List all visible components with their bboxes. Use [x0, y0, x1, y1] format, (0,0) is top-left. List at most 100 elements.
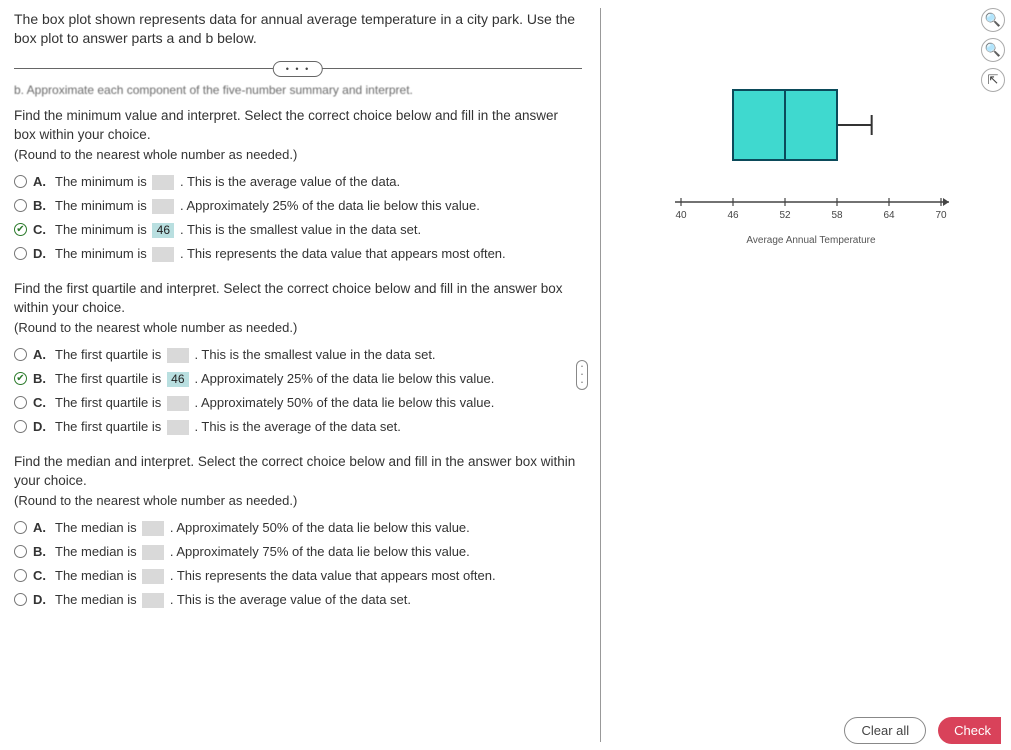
boxplot-axis: 404652586470 — [661, 190, 961, 230]
choice-row[interactable]: C. The minimum is 46 . This is the smalle… — [14, 218, 582, 242]
choice-pre: The first quartile is — [55, 395, 165, 410]
pane-resize-grip[interactable]: ••• — [576, 360, 588, 390]
radio-button[interactable] — [14, 521, 27, 534]
choice-row[interactable]: B.The first quartile is 46 . Approximate… — [14, 367, 582, 391]
choice-pre: The median is — [55, 520, 140, 535]
svg-text:70: 70 — [935, 210, 947, 221]
choice-pre: The first quartile is — [55, 371, 165, 386]
popout-icon[interactable]: ⇱ — [981, 68, 1005, 92]
side-toolbar: 🔍 🔍 ⇱ — [981, 8, 1005, 92]
question-subtext: (Round to the nearest whole number as ne… — [14, 147, 582, 162]
choice-text: The first quartile is 46 . Approximately… — [55, 371, 494, 387]
footer-actions: Clear all Check — [844, 717, 1001, 744]
choice-letter: C. — [33, 222, 49, 237]
choice-letter: C. — [33, 568, 49, 583]
choice-letter: B. — [33, 198, 49, 213]
boxplot-figure: 404652586470 Average Annual Temperature — [661, 80, 961, 246]
radio-button[interactable] — [14, 420, 27, 433]
expand-pill[interactable]: • • • — [273, 61, 323, 77]
answer-blank[interactable] — [142, 569, 164, 584]
choice-text: The first quartile is . This is the aver… — [55, 419, 401, 435]
question-block: Find the median and interpret. Select th… — [14, 453, 582, 612]
clear-all-button[interactable]: Clear all — [844, 717, 926, 744]
choice-row[interactable]: D. The first quartile is . This is the av… — [14, 415, 582, 439]
choice-text: The median is . Approximately 50% of the… — [55, 520, 470, 536]
choice-pre: The first quartile is — [55, 347, 165, 362]
answer-blank[interactable]: 46 — [167, 372, 189, 387]
choice-post: . Approximately 25% of the data lie belo… — [191, 371, 495, 386]
radio-button[interactable] — [14, 247, 27, 260]
question-subtext: (Round to the nearest whole number as ne… — [14, 320, 582, 335]
question-block: Find the first quartile and interpret. S… — [14, 280, 582, 439]
radio-button[interactable] — [14, 372, 27, 385]
choice-text: The minimum is . This represents the dat… — [55, 246, 506, 262]
choice-text: The minimum is 46 . This is the smallest… — [55, 222, 421, 238]
choice-letter: D. — [33, 419, 49, 434]
svg-text:58: 58 — [831, 210, 843, 221]
radio-button[interactable] — [14, 593, 27, 606]
radio-button[interactable] — [14, 569, 27, 582]
choice-post: . This is the smallest value in the data… — [176, 222, 421, 237]
answer-blank[interactable] — [167, 348, 189, 363]
answer-blank[interactable] — [142, 593, 164, 608]
radio-button[interactable] — [14, 199, 27, 212]
choice-post: . Approximately 25% of the data lie belo… — [176, 198, 480, 213]
radio-button[interactable] — [14, 223, 27, 236]
choice-post: . Approximately 50% of the data lie belo… — [191, 395, 495, 410]
choice-text: The minimum is . This is the average val… — [55, 174, 400, 190]
answer-blank[interactable] — [142, 521, 164, 536]
svg-text:52: 52 — [779, 210, 791, 221]
question-prompt: Find the minimum value and interpret. Se… — [14, 107, 582, 145]
radio-button[interactable] — [14, 545, 27, 558]
answer-blank[interactable]: 46 — [152, 223, 174, 238]
choice-letter: B. — [33, 544, 49, 559]
radio-button[interactable] — [14, 348, 27, 361]
zoom-out-icon[interactable]: 🔍 — [981, 38, 1005, 62]
answer-blank[interactable] — [152, 247, 174, 262]
choice-letter: A. — [33, 174, 49, 189]
radio-button[interactable] — [14, 175, 27, 188]
blurred-prev-part: b. Approximate each component of the fiv… — [14, 83, 582, 97]
choice-post: . This is the smallest value in the data… — [191, 347, 436, 362]
choice-letter: A. — [33, 347, 49, 362]
choice-post: . This represents the data value that ap… — [176, 246, 505, 261]
choice-post: . This represents the data value that ap… — [166, 568, 495, 583]
answer-blank[interactable] — [142, 545, 164, 560]
choice-post: . Approximately 75% of the data lie belo… — [166, 544, 470, 559]
zoom-in-icon[interactable]: 🔍 — [981, 8, 1005, 32]
choice-row[interactable]: B. The minimum is . Approximately 25% of … — [14, 194, 582, 218]
choice-list: A. The first quartile is . This is the sm… — [14, 343, 582, 439]
choice-row[interactable]: D. The minimum is . This represents the d… — [14, 242, 582, 266]
choice-row[interactable]: C. The first quartile is . Approximately … — [14, 391, 582, 415]
choice-row[interactable]: C. The median is . This represents the da… — [14, 564, 582, 588]
choice-letter: D. — [33, 246, 49, 261]
question-pane: The box plot shown represents data for a… — [0, 0, 600, 750]
choice-text: The first quartile is . Approximately 50… — [55, 395, 494, 411]
choice-list: A. The minimum is . This is the average v… — [14, 170, 582, 266]
question-prompt: Find the median and interpret. Select th… — [14, 453, 582, 491]
check-answer-button[interactable]: Check — [938, 717, 1001, 744]
choice-row[interactable]: A.The median is . Approximately 50% of t… — [14, 516, 582, 540]
choice-row[interactable]: D.The median is . This is the average va… — [14, 588, 582, 612]
choice-pre: The median is — [55, 568, 140, 583]
choice-post: . This is the average value of the data. — [176, 174, 400, 189]
answer-blank[interactable] — [152, 175, 174, 190]
choice-row[interactable]: B. The median is . Approximately 75% of t… — [14, 540, 582, 564]
choice-letter: D. — [33, 592, 49, 607]
choice-letter: C. — [33, 395, 49, 410]
choice-row[interactable]: A. The first quartile is . This is the sm… — [14, 343, 582, 367]
choice-text: The median is . Approximately 75% of the… — [55, 544, 470, 560]
answer-blank[interactable] — [167, 396, 189, 411]
choice-row[interactable]: A. The minimum is . This is the average v… — [14, 170, 582, 194]
axis-label: Average Annual Temperature — [661, 235, 961, 246]
choice-post: . This is the average value of the data … — [166, 592, 411, 607]
radio-button[interactable] — [14, 396, 27, 409]
choice-pre: The minimum is — [55, 222, 150, 237]
answer-blank[interactable] — [167, 420, 189, 435]
boxplot-svg — [661, 80, 961, 190]
choice-post: . Approximately 50% of the data lie belo… — [166, 520, 470, 535]
answer-blank[interactable] — [152, 199, 174, 214]
choice-text: The minimum is . Approximately 25% of th… — [55, 198, 480, 214]
svg-text:46: 46 — [727, 210, 739, 221]
question-prompt: Find the first quartile and interpret. S… — [14, 280, 582, 318]
